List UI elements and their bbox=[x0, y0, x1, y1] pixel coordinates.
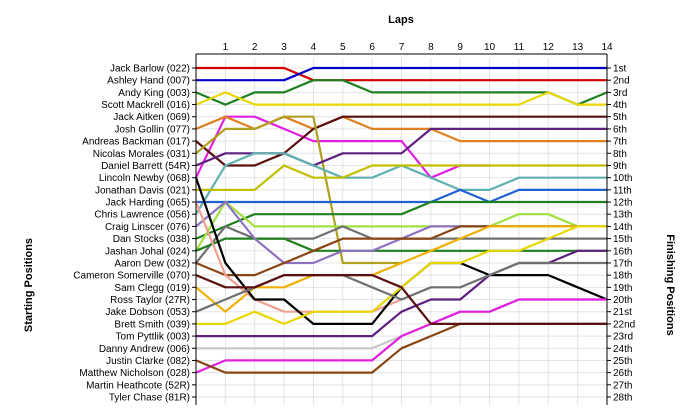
x-tick-label: 5 bbox=[340, 42, 346, 53]
finishing-label: 5th bbox=[613, 112, 627, 123]
finishing-label: 3rd bbox=[613, 88, 627, 99]
chart-title: Laps bbox=[388, 14, 414, 26]
starting-label: Sam Clegg (019) bbox=[114, 283, 190, 294]
starting-label: Daniel Barrett (54R) bbox=[101, 161, 190, 172]
right-axis-title: Finishing Positions bbox=[664, 234, 676, 335]
finishing-label: 21st bbox=[613, 307, 632, 318]
finishing-labels: 1st2nd3rd4th5th6th7th8th9th10th11th12th1… bbox=[607, 64, 635, 404]
starting-label: Tom Pyttlik (003) bbox=[116, 332, 190, 343]
series-line-2 bbox=[196, 66, 607, 82]
x-tick-label: 12 bbox=[543, 42, 555, 53]
finishing-label: 27th bbox=[613, 380, 632, 391]
starting-label: Jonathan Davis (021) bbox=[95, 185, 190, 196]
starting-label: Cameron Somerville (070) bbox=[73, 271, 190, 282]
starting-label: Chris Lawrence (056) bbox=[94, 210, 190, 221]
starting-label: Danny Andrew (006) bbox=[99, 344, 190, 355]
starting-label: Lincoln Newby (068) bbox=[99, 173, 190, 184]
x-tick-label: 6 bbox=[369, 42, 375, 53]
finishing-label: 2nd bbox=[613, 76, 630, 87]
starting-label: Jashan Johal (024) bbox=[105, 246, 190, 257]
grid bbox=[196, 58, 608, 405]
x-tick-label: 10 bbox=[484, 42, 496, 53]
starting-label: Jack Barlow (022) bbox=[110, 64, 190, 75]
starting-label: Tyler Chase (81R) bbox=[109, 393, 190, 404]
series-line-4 bbox=[195, 91, 607, 106]
x-tick-label: 14 bbox=[601, 42, 613, 53]
starting-label: Jack Harding (065) bbox=[106, 198, 190, 209]
x-tick-label: 7 bbox=[399, 42, 405, 53]
finishing-label: 22nd bbox=[613, 319, 635, 330]
starting-label: Jake Dobson (053) bbox=[106, 307, 191, 318]
finishing-label: 14th bbox=[613, 222, 632, 233]
finishing-label: 11th bbox=[613, 185, 632, 196]
starting-label: Andreas Backman (017) bbox=[82, 137, 190, 148]
starting-label: Josh Gollin (077) bbox=[114, 124, 190, 135]
finishing-label: 17th bbox=[613, 258, 632, 269]
finishing-label: 12th bbox=[613, 198, 632, 209]
finishing-label: 6th bbox=[613, 124, 627, 135]
finishing-label: 9th bbox=[613, 161, 627, 172]
left-axis-title: Starting Positions bbox=[23, 238, 35, 332]
axes bbox=[195, 53, 608, 405]
starting-label: Matthew Nicholson (028) bbox=[79, 368, 190, 379]
finishing-label: 26th bbox=[613, 368, 632, 379]
finishing-label: 4th bbox=[613, 100, 627, 111]
starting-label: Dan Stocks (038) bbox=[113, 234, 190, 245]
series-line-19 bbox=[195, 225, 607, 313]
starting-label: Craig Linscer (076) bbox=[105, 222, 190, 233]
series-line-14 bbox=[195, 200, 607, 252]
series-line-16 bbox=[195, 237, 607, 252]
starting-labels: Jack Barlow (022)Ashley Hand (007)Andy K… bbox=[73, 64, 196, 404]
x-tick-label: 11 bbox=[514, 42, 525, 53]
x-tick-label: 3 bbox=[281, 42, 287, 53]
series-line-5 bbox=[195, 115, 490, 179]
finishing-label: 13th bbox=[613, 210, 632, 221]
finishing-label: 15th bbox=[613, 234, 632, 245]
starting-label: Ashley Hand (007) bbox=[107, 76, 190, 87]
series-line-7 bbox=[195, 115, 607, 167]
x-tick-label: 13 bbox=[572, 42, 584, 53]
finishing-label: 1st bbox=[613, 64, 627, 75]
starting-label: Andy King (003) bbox=[118, 88, 190, 99]
finishing-label: 24th bbox=[613, 344, 632, 355]
x-tick-label: 9 bbox=[457, 42, 463, 53]
series-line-8 bbox=[195, 115, 402, 265]
finishing-label: 25th bbox=[613, 356, 632, 367]
series-line-1 bbox=[196, 66, 607, 82]
starting-label: Aaron Dew (032) bbox=[114, 258, 190, 269]
finishing-label: 10th bbox=[613, 173, 632, 184]
finishing-label: 19th bbox=[613, 283, 632, 294]
x-tick-label: 4 bbox=[311, 42, 317, 53]
finishing-label: 8th bbox=[613, 149, 627, 160]
series-line-12 bbox=[196, 188, 607, 204]
finishing-label: 16th bbox=[613, 246, 632, 257]
starting-label: Nicolas Morales (031) bbox=[93, 149, 190, 160]
series-line-11 bbox=[196, 164, 607, 191]
finishing-label: 23rd bbox=[613, 332, 633, 343]
series-line-3 bbox=[195, 79, 608, 106]
starting-label: Scott Mackrell (016) bbox=[101, 100, 190, 111]
finishing-label: 18th bbox=[613, 271, 632, 282]
starting-label: Justin Clarke (082) bbox=[106, 356, 190, 367]
series-line-13 bbox=[195, 200, 607, 240]
starting-label: Ross Taylor (27R) bbox=[110, 295, 190, 306]
finishing-label: 7th bbox=[613, 137, 627, 148]
series-line-25 bbox=[195, 298, 607, 374]
finishing-label: 28th bbox=[613, 393, 632, 404]
x-tick-label: 2 bbox=[252, 42, 258, 53]
series-line-28 bbox=[195, 274, 607, 325]
x-tick-label: 8 bbox=[428, 42, 434, 53]
series-lines bbox=[194, 66, 608, 374]
starting-label: Brett Smith (039) bbox=[114, 319, 190, 330]
starting-label: Martin Heathcote (52R) bbox=[86, 380, 190, 391]
starting-label: Jack Aitken (069) bbox=[113, 112, 190, 123]
finishing-label: 20th bbox=[613, 295, 632, 306]
x-tick-labels: 1 2 3 4 5 6 7 8 9 10 11 12 13 14 bbox=[223, 42, 613, 53]
x-tick-label: 1 bbox=[223, 42, 229, 53]
